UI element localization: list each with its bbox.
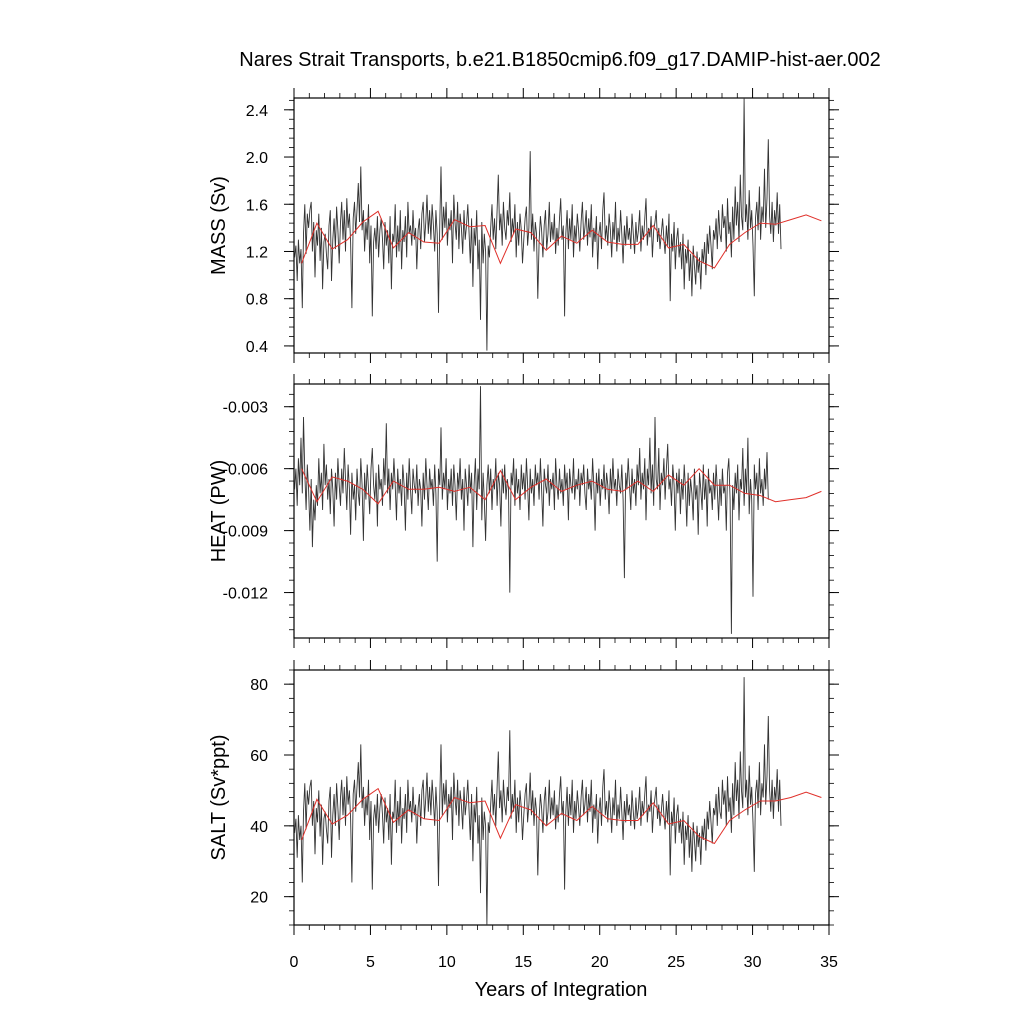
panel-3: 20 40 60 80 SALT (Sv*ppt) 0 5 10 15 20 25 30 35 bbox=[208, 660, 839, 971]
y-axis-title: SALT (Sv*ppt) bbox=[208, 735, 230, 861]
y-tick-label: 60 bbox=[250, 748, 268, 765]
y-tick-label: 0.4 bbox=[246, 339, 268, 356]
x-tick-label: 30 bbox=[744, 954, 762, 971]
y-tick-label: -0.009 bbox=[223, 524, 268, 541]
y-tick-label: -0.006 bbox=[223, 462, 268, 479]
monthly-series-line bbox=[294, 677, 782, 925]
x-tick-label: 20 bbox=[591, 954, 609, 971]
x-axis-title: Years of Integration bbox=[475, 979, 648, 1001]
x-tick-label: 5 bbox=[366, 954, 375, 971]
x-tick-label: 15 bbox=[514, 954, 532, 971]
x-tick-label: 0 bbox=[290, 954, 299, 971]
y-tick-label: 0.8 bbox=[246, 292, 268, 309]
annual-mean-line bbox=[301, 467, 822, 505]
monthly-series-line bbox=[294, 98, 782, 351]
y-tick-label: 1.6 bbox=[246, 197, 268, 214]
y-tick-label: 2.0 bbox=[246, 150, 268, 167]
y-tick-label: -0.003 bbox=[223, 400, 268, 417]
x-tick-label: 25 bbox=[667, 954, 685, 971]
panel-2: -0.003 -0.006 -0.009 -0.012 HEAT (PW) bbox=[208, 374, 839, 648]
y-tick-label: 40 bbox=[250, 819, 268, 836]
y-tick-label: 2.4 bbox=[246, 103, 268, 120]
plot-frame bbox=[293, 97, 830, 354]
chart-title: Nares Strait Transports, b.e21.B1850cmip… bbox=[239, 49, 880, 71]
y-tick-label: -0.012 bbox=[223, 586, 268, 603]
y-axis-title: MASS (Sv) bbox=[208, 176, 230, 275]
panel-1: 0.4 0.8 1.2 1.6 2.0 2.4 MASS (Sv) bbox=[208, 88, 839, 363]
monthly-series-line bbox=[294, 386, 769, 634]
x-tick-label: 35 bbox=[820, 954, 838, 971]
annual-mean-line bbox=[301, 210, 822, 269]
annual-mean-line bbox=[301, 787, 822, 845]
y-axis-title: HEAT (PW) bbox=[208, 460, 230, 563]
plot-frame bbox=[293, 383, 830, 639]
y-tick-label: 1.2 bbox=[246, 244, 268, 261]
y-tick-label: 80 bbox=[250, 677, 268, 694]
y-tick-label: 20 bbox=[250, 890, 268, 907]
x-tick-label: 10 bbox=[438, 954, 456, 971]
